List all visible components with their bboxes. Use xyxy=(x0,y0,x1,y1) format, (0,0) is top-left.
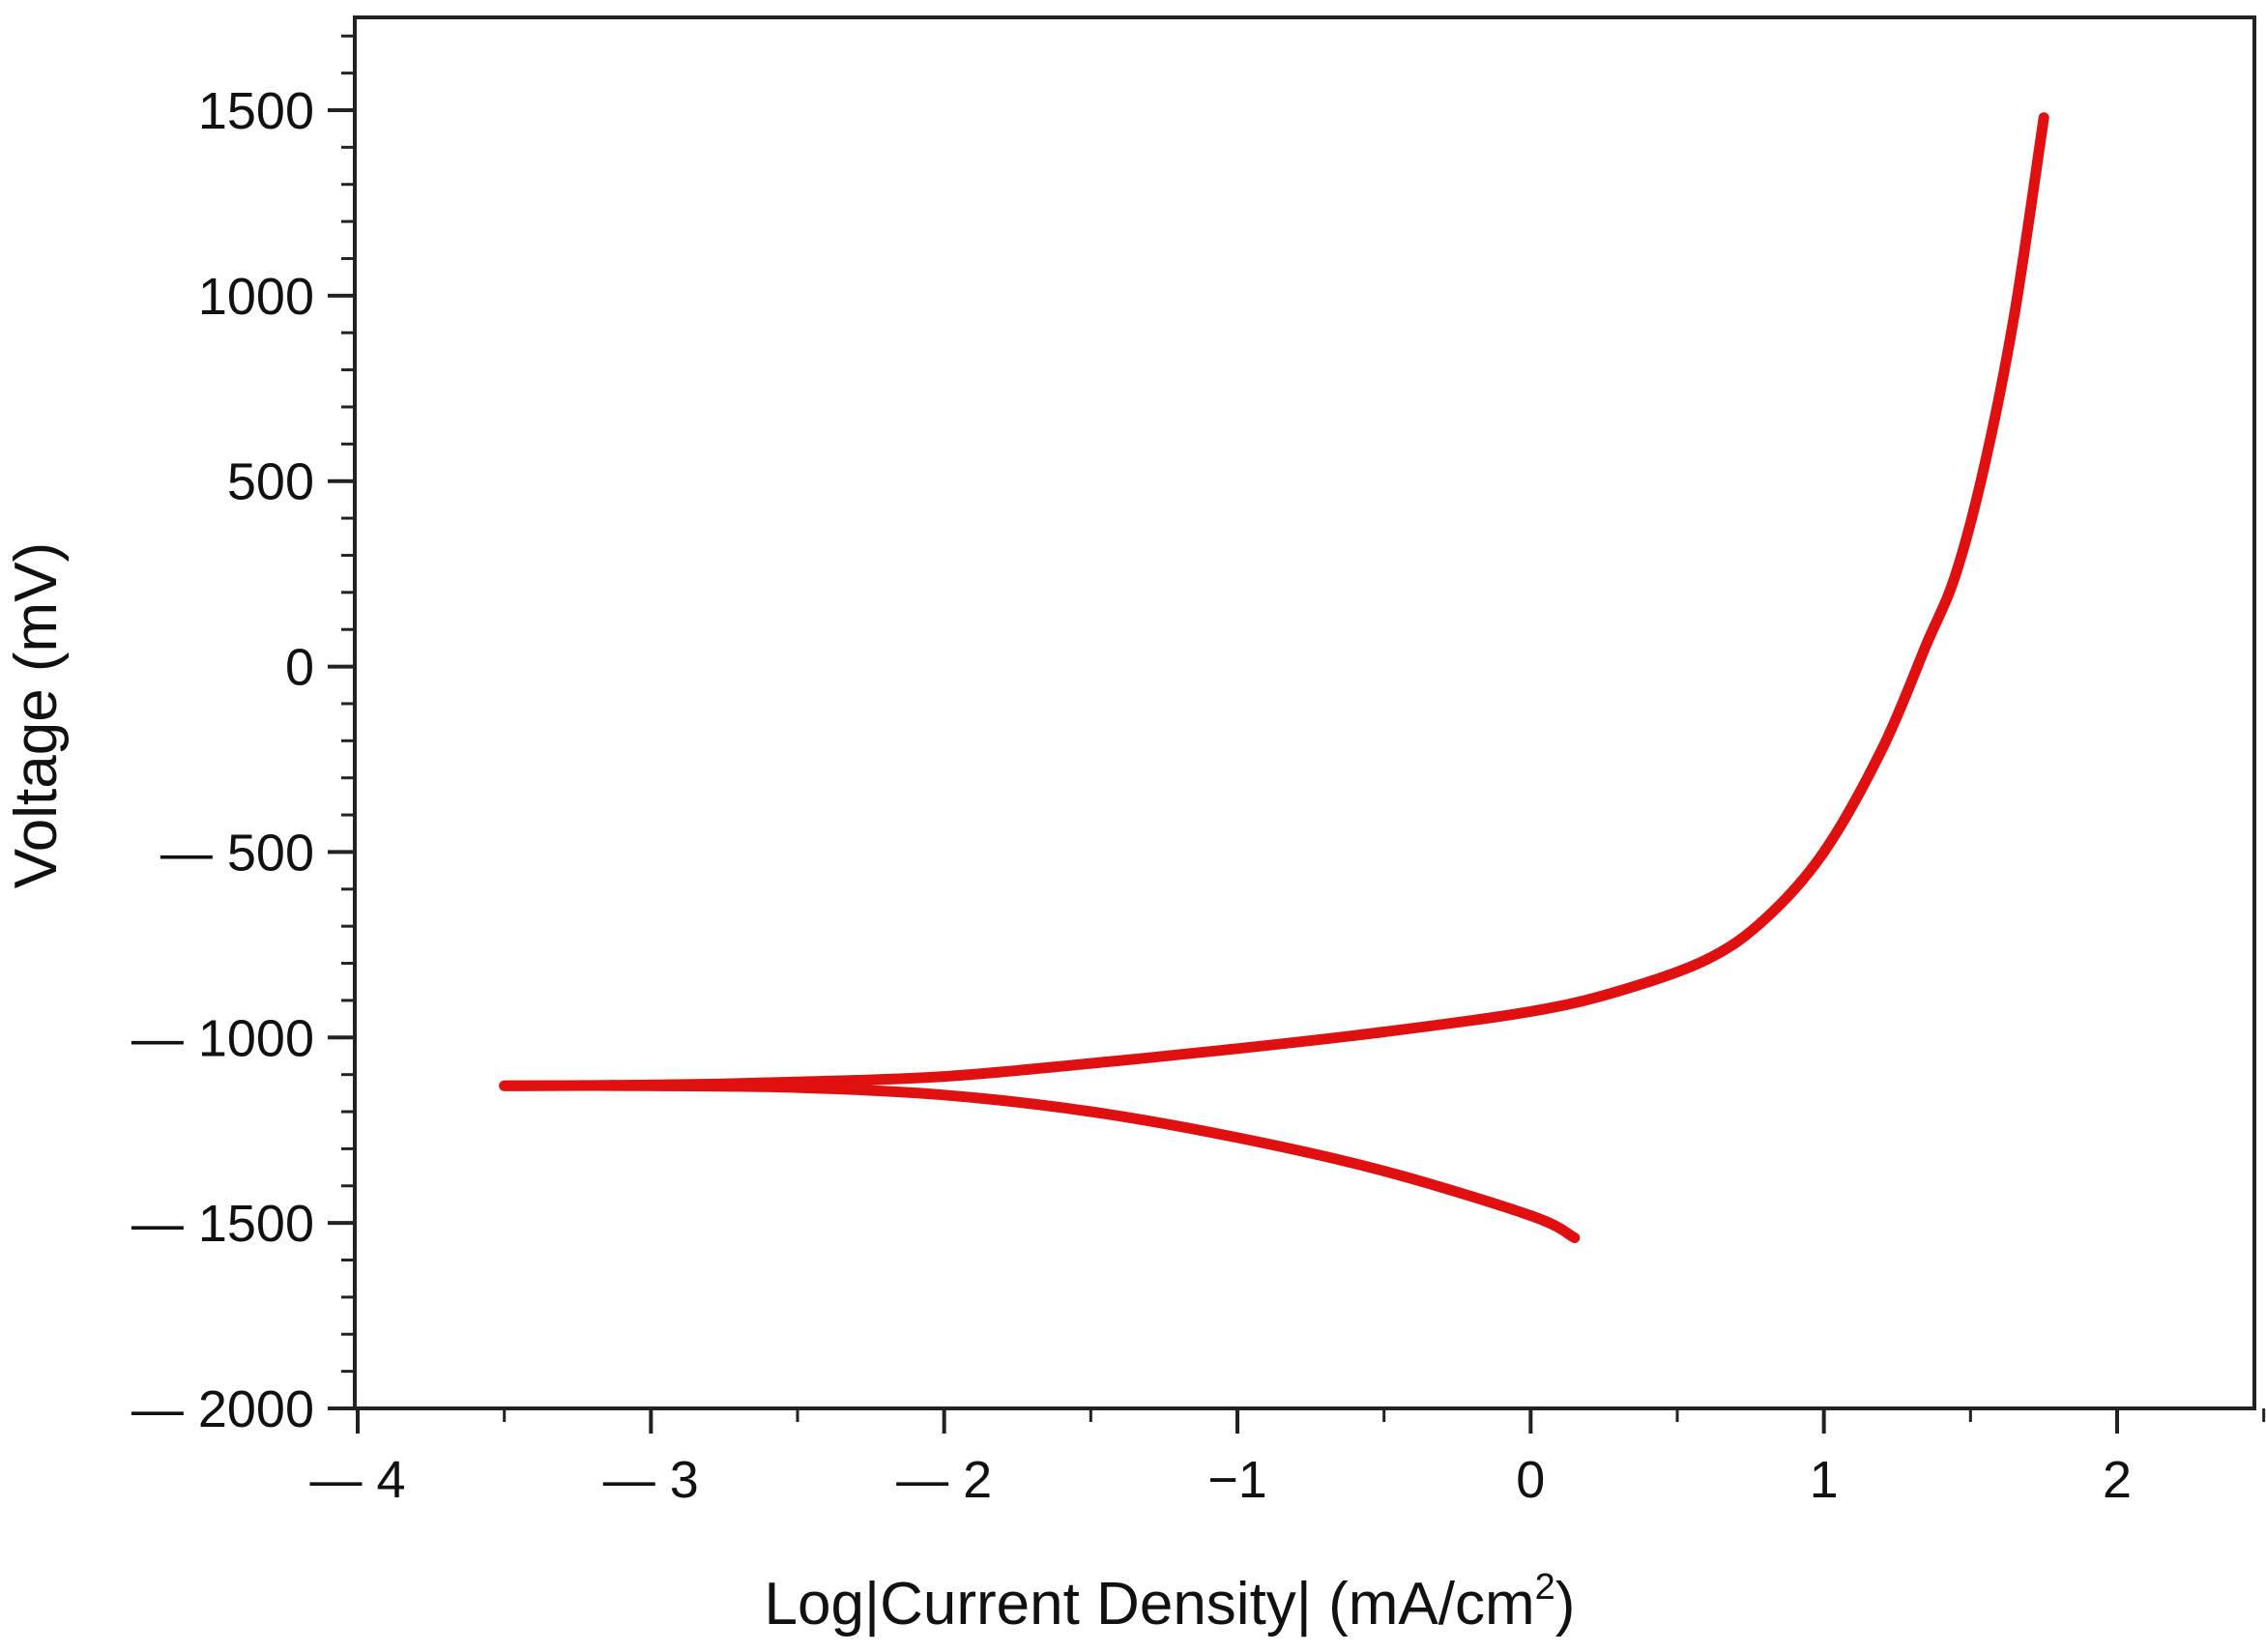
series-line-cathodic xyxy=(499,1080,1581,1243)
x-tick-label: — 2 xyxy=(896,1451,992,1509)
x-axis-ticks xyxy=(356,1408,2266,1434)
y-tick-label: 1000 xyxy=(198,268,314,326)
plot-frame xyxy=(353,15,2256,1410)
y-tick-label: — 1500 xyxy=(131,1195,314,1253)
x-tick-label: −1 xyxy=(1207,1451,1267,1509)
plot-border xyxy=(353,15,2256,1410)
y-tick-label: 500 xyxy=(227,453,314,511)
y-axis-tick-labels: — 2000 — 1500 — 1000 — 500 0 500 1000 1500 xyxy=(131,82,314,1438)
y-tick-label: 1500 xyxy=(198,82,314,140)
x-tick-label: — 4 xyxy=(309,1451,405,1509)
x-axis-tick-labels: — 4 — 3 — 2 −1 0 1 2 xyxy=(309,1451,2132,1509)
x-axis-title-superscript: 2 xyxy=(1535,1567,1555,1608)
x-tick-label: — 3 xyxy=(603,1451,699,1509)
y-tick-label: — 1000 xyxy=(131,1009,314,1067)
series-line-anodic xyxy=(499,112,2049,1091)
y-tick-label: — 2000 xyxy=(131,1380,314,1438)
series-layer xyxy=(499,112,2049,1243)
x-tick-label: 0 xyxy=(1516,1451,1545,1509)
x-tick-label: 1 xyxy=(1810,1451,1839,1509)
x-axis-title-suffix: ) xyxy=(1555,1571,1576,1638)
y-axis-ticks xyxy=(328,34,355,1410)
y-tick-label: — 500 xyxy=(160,824,314,882)
x-axis-title-main: Log|Current Density| (mA/cm xyxy=(765,1571,1535,1638)
x-tick-label: 2 xyxy=(2103,1451,2132,1509)
y-tick-label: 0 xyxy=(285,639,314,697)
y-axis-title: Voltage (mV) xyxy=(3,542,70,888)
x-axis-title: Log|Current Density| (mA/cm2) xyxy=(765,1567,1576,1638)
